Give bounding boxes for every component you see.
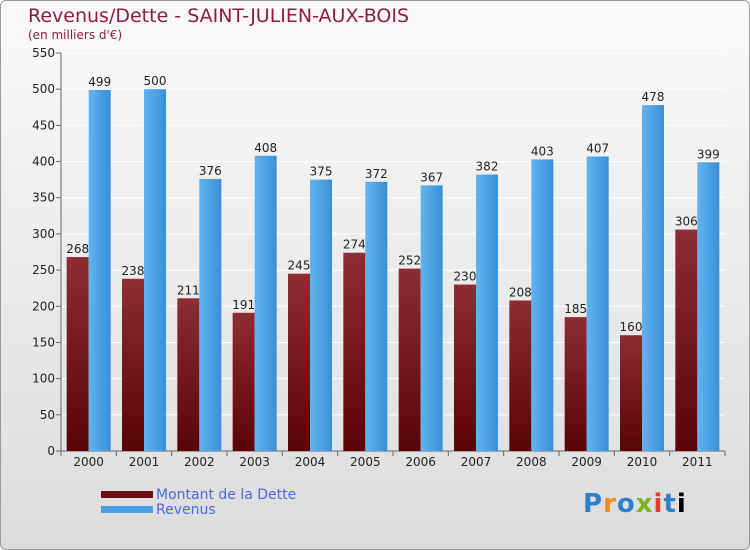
data-label-revenus: 372 — [365, 167, 388, 181]
data-label-revenus: 376 — [199, 164, 222, 178]
bar-dette — [620, 335, 642, 451]
bar-dette — [232, 312, 255, 451]
bar-dette — [122, 278, 144, 451]
data-label-revenus: 382 — [476, 160, 499, 174]
x-tick-label: 2009 — [571, 455, 602, 469]
legend-swatch-revenus — [101, 506, 153, 513]
data-label-dette: 252 — [398, 254, 421, 268]
bar-revenus — [310, 179, 332, 452]
bar-revenus — [365, 181, 388, 452]
bar-dette — [66, 257, 89, 451]
bar-revenus — [476, 174, 498, 451]
data-label-dette: 160 — [620, 320, 643, 334]
bar-dette — [288, 273, 310, 451]
bar-dette — [675, 229, 698, 451]
y-tick-label: 400 — [32, 155, 55, 169]
data-label-revenus: 407 — [586, 141, 609, 155]
legend-label-revenus: Revenus — [156, 501, 216, 518]
y-tick-label: 450 — [32, 118, 55, 132]
data-label-dette: 211 — [177, 283, 200, 297]
bar-dette — [177, 298, 200, 451]
y-tick-label: 100 — [32, 372, 55, 386]
x-tick-label: 2007 — [461, 455, 492, 469]
data-label-dette: 274 — [343, 238, 366, 252]
bar-dette — [454, 284, 476, 451]
legend-swatch-dette — [101, 491, 153, 498]
logo-letter: r — [603, 489, 617, 519]
legend-label-dette: Montant de la Dette — [156, 486, 297, 503]
x-tick-label: 2005 — [350, 455, 381, 469]
y-tick-label: 150 — [32, 335, 55, 349]
y-tick-label: 550 — [32, 46, 55, 60]
labels: 0 50 100 150 200 250 300 350 400 450 500 550 2000 268… — [32, 46, 720, 469]
data-label-dette: 245 — [288, 259, 311, 273]
bar-dette — [564, 317, 587, 451]
x-tick-label: 2001 — [129, 455, 160, 469]
data-label-dette: 238 — [122, 264, 145, 278]
grid — [56, 52, 726, 456]
logo-letter: x — [635, 489, 654, 519]
data-label-revenus: 399 — [697, 147, 720, 161]
data-label-revenus: 367 — [420, 170, 443, 184]
bar-revenus — [199, 178, 222, 451]
y-tick-label: 0 — [47, 444, 55, 458]
y-tick-label: 50 — [40, 408, 55, 422]
x-tick-label: 2000 — [73, 455, 104, 469]
bar-revenus — [144, 89, 166, 451]
logo-letter: i — [653, 489, 664, 519]
x-tick-label: 2004 — [295, 455, 326, 469]
bar-dette — [509, 300, 532, 451]
x-tick-label: 2006 — [405, 455, 436, 469]
y-tick-label: 350 — [32, 191, 55, 205]
data-label-revenus: 403 — [531, 144, 554, 158]
data-label-dette: 208 — [509, 285, 532, 299]
legend-item-dette: Montant de la Dette — [101, 486, 297, 503]
chart-title: Revenus/Dette - SAINT-JULIEN-AUX-BOIS — [28, 5, 410, 27]
bar-revenus — [642, 105, 664, 452]
y-tick-label: 250 — [32, 263, 55, 277]
bar-dette — [343, 252, 366, 451]
y-tick-label: 500 — [32, 82, 55, 96]
data-label-revenus: 375 — [310, 165, 333, 179]
legend: Montant de la Dette Revenus — [101, 486, 297, 518]
x-tick-label: 2011 — [682, 455, 713, 469]
x-tick-label: 2008 — [516, 455, 547, 469]
y-tick-label: 300 — [32, 227, 55, 241]
logo-letter: i — [676, 489, 687, 519]
logo-letter: o — [616, 489, 636, 519]
data-label-dette: 185 — [564, 302, 587, 316]
bar-revenus — [531, 159, 554, 451]
data-label-dette: 191 — [232, 298, 255, 312]
legend-item-revenus: Revenus — [101, 501, 296, 518]
data-label-dette: 306 — [675, 215, 698, 229]
bar-revenus — [697, 162, 720, 451]
logo-letter: P — [583, 489, 604, 519]
x-tick-label: 2003 — [239, 455, 270, 469]
data-label-revenus: 478 — [642, 90, 665, 104]
bar-revenus — [88, 89, 111, 451]
data-label-dette: 268 — [66, 242, 89, 256]
bar-dette — [398, 268, 421, 451]
data-label-dette: 230 — [454, 270, 477, 284]
bar-revenus — [254, 155, 277, 452]
data-label-revenus: 500 — [144, 74, 167, 88]
bar-revenus — [420, 185, 443, 451]
proxiti-logo: Proxiti — [583, 489, 687, 519]
x-tick-label: 2002 — [184, 455, 215, 469]
logo-letter: t — [663, 489, 677, 519]
data-label-revenus: 408 — [254, 141, 277, 155]
bars — [66, 89, 720, 452]
x-tick-label: 2010 — [627, 455, 658, 469]
bar-revenus — [586, 156, 609, 452]
y-tick-label: 200 — [32, 299, 55, 313]
chart-subtitle: (en milliers d'€) — [28, 28, 123, 42]
data-label-revenus: 499 — [88, 75, 111, 89]
